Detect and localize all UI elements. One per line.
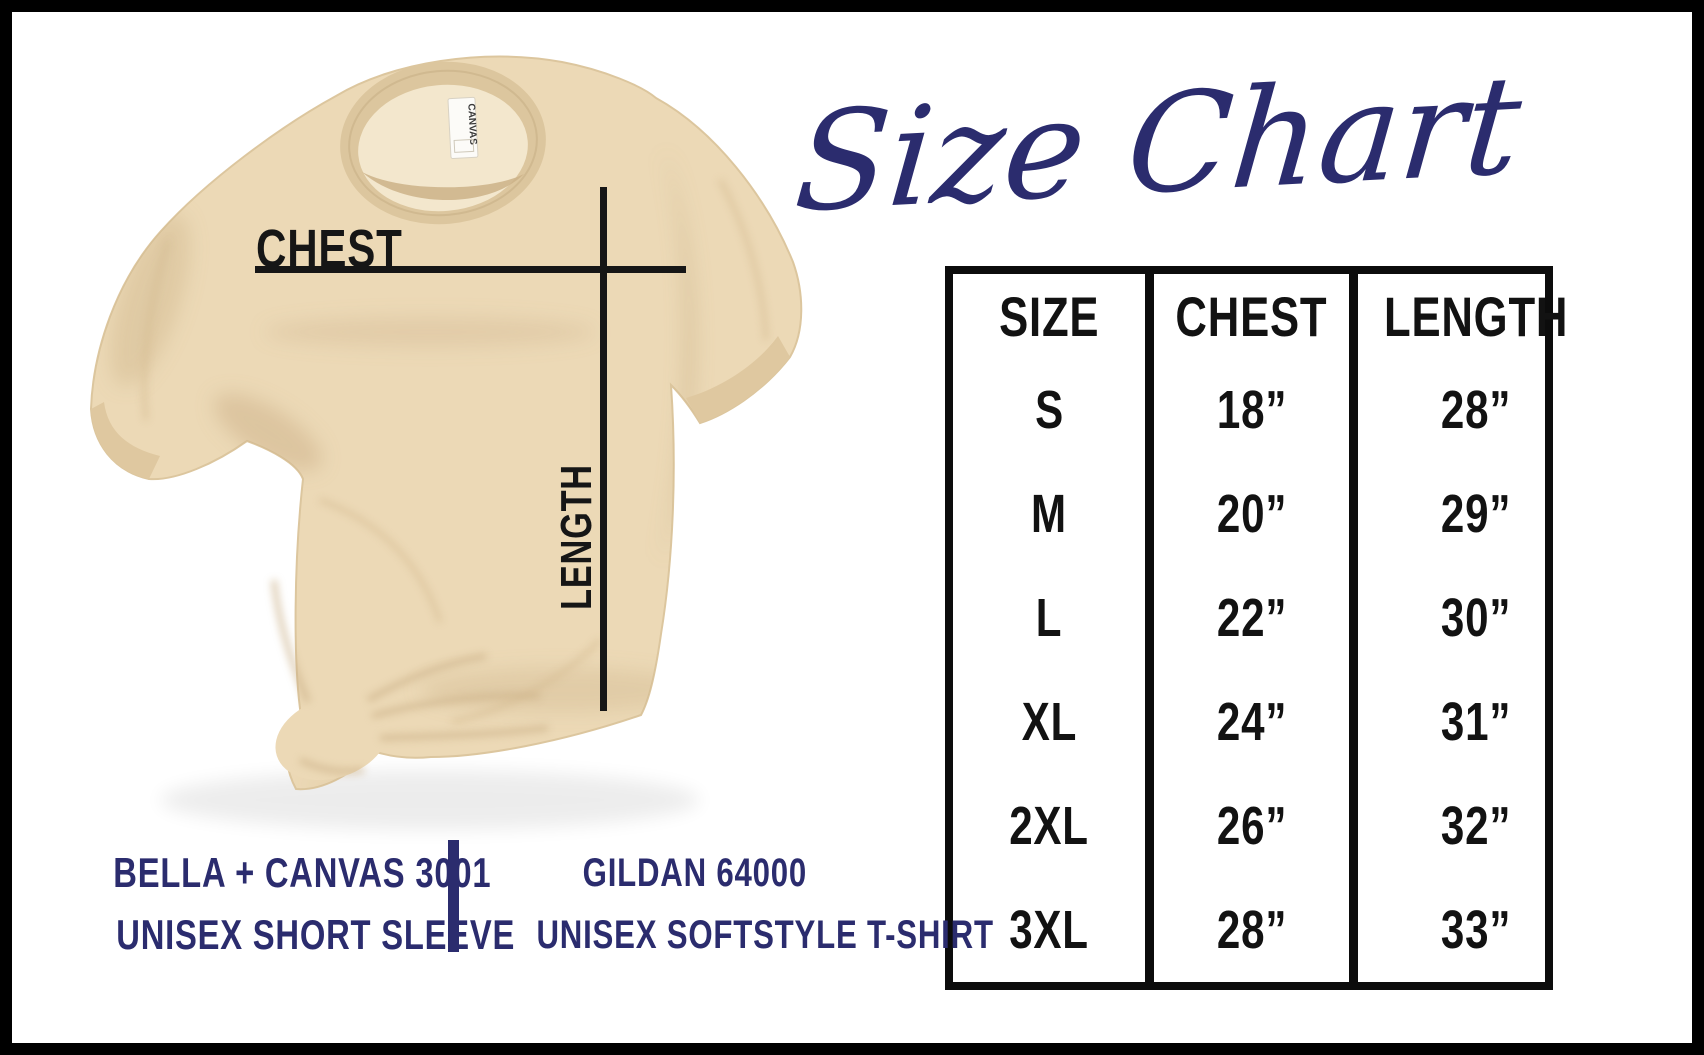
size-table-cell: 32” [1441,796,1512,856]
column-header-chest: CHEST [1175,284,1328,348]
footer-right-line2: UNISEX SOFTSTYLE T-SHIRT [536,913,994,957]
size-table-cell: 26” [1216,796,1287,856]
footer-right-brand: GILDAN 64000 UNISEX SOFTSTYLE T-SHIRT [472,842,993,966]
shirt-ground-shadow [160,770,700,830]
size-table-cell: 28” [1441,380,1512,440]
chest-measure-line [255,266,686,273]
footer-right-line1: GILDAN 64000 [582,851,808,895]
size-table: SIZE S M L XL 2XL 3XL CHEST 18” 20” 22” 24” 26” 28… [945,266,1568,990]
size-table-cell: 28” [1216,900,1287,960]
size-table-cell: L [1035,588,1063,648]
column-header-size: SIZE [999,284,1100,348]
size-table-cell: 29” [1441,484,1512,544]
chest-measure-label: CHEST [256,219,403,279]
size-table-cell: 18” [1216,380,1287,440]
table-divider [1145,274,1155,982]
collar-tag: CANVAS [447,96,479,159]
size-table-cell: 30” [1441,588,1512,648]
right-cuff [686,336,790,423]
size-table-cell: M [1031,484,1068,544]
footer-divider [448,840,459,952]
shirt-shading [110,150,700,790]
length-measure-label: LENGTH [552,464,601,610]
size-table-cell: 20” [1216,484,1287,544]
size-table-cell: 3XL [1009,900,1089,960]
page-title: Size Chart [789,46,1527,243]
footer-left-brand: BELLA + CANVAS 3001 UNISEX SHORT SLEEVE [60,842,514,966]
column-header-length: LENGTH [1384,284,1569,348]
shirt-wrinkles [142,179,768,724]
size-table-cell: 2XL [1009,796,1089,856]
table-divider [1349,274,1359,982]
left-cuff [91,402,160,479]
size-table-cell: 33” [1441,900,1512,960]
hem-knot [271,579,549,781]
size-table-cell: XL [1021,692,1077,752]
footer-left-line1: BELLA + CANVAS 3001 [113,849,492,896]
collar [340,61,546,225]
size-table-cell: 31” [1441,692,1512,752]
length-measure-line [600,187,607,711]
size-table-column-chest: CHEST 18” 20” 22” 24” 26” 28” [1154,274,1349,982]
size-table-cell: S [1034,380,1064,440]
size-table-cell: 22” [1216,588,1287,648]
svg-text:CANVAS: CANVAS [465,103,478,145]
size-table-column-length: LENGTH 28” 29” 30” 31” 32” 33” [1358,274,1594,982]
size-table-column-size: SIZE S M L XL 2XL 3XL [953,274,1145,982]
size-table-cell: 24” [1216,692,1287,752]
